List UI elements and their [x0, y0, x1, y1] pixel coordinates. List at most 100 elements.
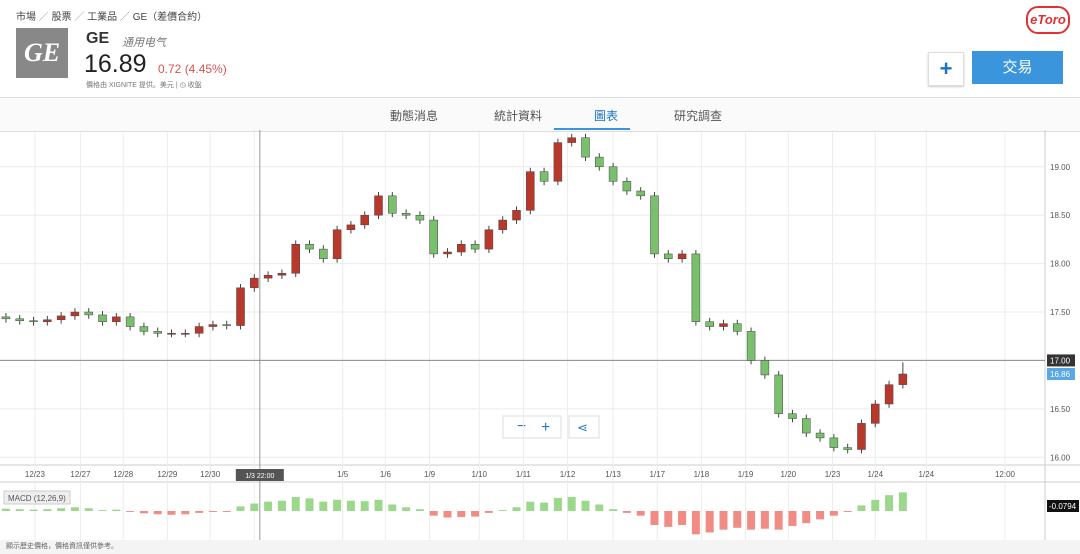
macd-bar	[829, 511, 838, 516]
candle-body	[774, 374, 783, 414]
tab[interactable]: 研究調查	[674, 109, 723, 123]
macd-bar	[871, 499, 880, 511]
tab[interactable]: 圖表	[594, 109, 619, 123]
macd-bar	[843, 511, 852, 512]
macd-bar	[291, 497, 300, 511]
breadcrumb: 市場股票工業品GE（差價合約）	[16, 8, 207, 23]
candle-body	[277, 273, 287, 276]
trade-button[interactable]: 交易	[972, 51, 1063, 84]
x-tick-label: 1/10	[471, 470, 487, 479]
macd-bar	[457, 511, 466, 518]
zoom-in[interactable]: +	[541, 419, 550, 436]
share-button[interactable]	[568, 415, 600, 439]
y-tick-label: 19.00	[1050, 163, 1071, 172]
macd-bar	[553, 497, 562, 511]
candle-body	[898, 373, 908, 385]
macd-bar	[857, 505, 866, 511]
macd-bar	[388, 504, 397, 511]
macd-bar	[402, 507, 411, 511]
macd-bar	[691, 511, 700, 535]
x-tick-label: 1/20	[781, 470, 797, 479]
macd-bar	[733, 511, 742, 528]
candle-body	[84, 311, 93, 316]
tab[interactable]: 動態消息	[390, 109, 439, 123]
candle-body	[581, 137, 590, 158]
candle-body	[733, 323, 742, 332]
macd-bar	[277, 500, 286, 511]
zoom-box	[502, 415, 562, 439]
y-tick-label: 17.50	[1050, 308, 1071, 317]
candle-body	[112, 316, 121, 322]
x-tick-label: 12/29	[157, 470, 178, 479]
source-note: 價格由 XIGNITE 提供。美元 | ◷ 收盤	[86, 82, 202, 89]
macd-bar	[167, 511, 176, 515]
candle-body	[443, 251, 452, 255]
macd-bar	[471, 511, 480, 517]
macd-bar	[567, 497, 576, 511]
macd-bar	[112, 509, 121, 511]
candle-body	[857, 423, 866, 450]
x-tick-label: 12/27	[70, 470, 91, 479]
candle-body	[194, 326, 204, 334]
macd-bar	[98, 510, 107, 511]
candle-body	[56, 315, 66, 321]
macd-bar	[664, 511, 673, 527]
candle-body	[139, 326, 149, 332]
crosshair-label: 1/3 22:00	[245, 473, 274, 480]
candle-body	[125, 316, 135, 327]
x-tick-label: 1/5	[337, 470, 349, 479]
crumb[interactable]: 工業品	[72, 12, 118, 23]
zoom-out[interactable]: −	[517, 418, 526, 435]
macd-bar	[181, 511, 190, 515]
candle-body	[250, 277, 259, 289]
macd-bar	[153, 511, 162, 515]
macd-bar	[443, 511, 452, 518]
macd-bar	[126, 511, 135, 512]
candle-body	[719, 323, 728, 327]
macd-bar	[898, 492, 907, 511]
candle-body	[608, 166, 618, 182]
tab[interactable]: 統計資料	[494, 109, 543, 123]
candle-body	[429, 219, 438, 255]
candle-body	[263, 274, 273, 279]
candle-body	[664, 253, 673, 260]
macd-bar	[526, 501, 535, 511]
candle-body	[526, 171, 535, 211]
candle-body	[512, 210, 521, 221]
y-tick-label: 16.00	[1050, 453, 1071, 462]
candle-body	[760, 360, 770, 376]
macd-bar	[374, 499, 383, 511]
candle-body	[636, 190, 645, 197]
candle-body	[457, 243, 466, 253]
macd-bar	[29, 509, 38, 511]
macd-bar	[760, 511, 769, 529]
candle-body	[677, 253, 687, 260]
zoom-controls: − + ⋖	[502, 415, 600, 439]
candle-body	[222, 324, 231, 326]
tab-bar	[0, 97, 1080, 132]
macd-title: MACD (12,26,9)	[8, 494, 66, 503]
ge-logo: GE	[16, 28, 68, 78]
crumb[interactable]: 市場	[16, 12, 36, 23]
x-tick-label: 1/19	[738, 470, 754, 479]
candle-body	[470, 243, 480, 250]
candle-body	[319, 248, 328, 260]
x-tick-label: 1/13	[605, 470, 621, 479]
x-tick-label: 12/30	[200, 470, 221, 479]
macd-bar	[236, 506, 245, 511]
price: 16.89	[84, 50, 147, 78]
add-button[interactable]: +	[928, 52, 964, 86]
macd-bar	[415, 509, 424, 511]
candle-body	[705, 321, 714, 327]
candle-body	[1, 316, 11, 320]
candle-body	[746, 331, 756, 361]
candle-body	[788, 413, 797, 419]
macd-bar	[484, 511, 493, 513]
macd-bar	[43, 509, 52, 511]
candle-body	[332, 229, 342, 260]
active-tab-indicator	[554, 128, 630, 130]
crumb[interactable]: 股票	[36, 12, 72, 23]
x-tick-label: 1/11	[516, 470, 532, 479]
candle-body	[484, 229, 494, 250]
macd-bar	[636, 511, 645, 516]
